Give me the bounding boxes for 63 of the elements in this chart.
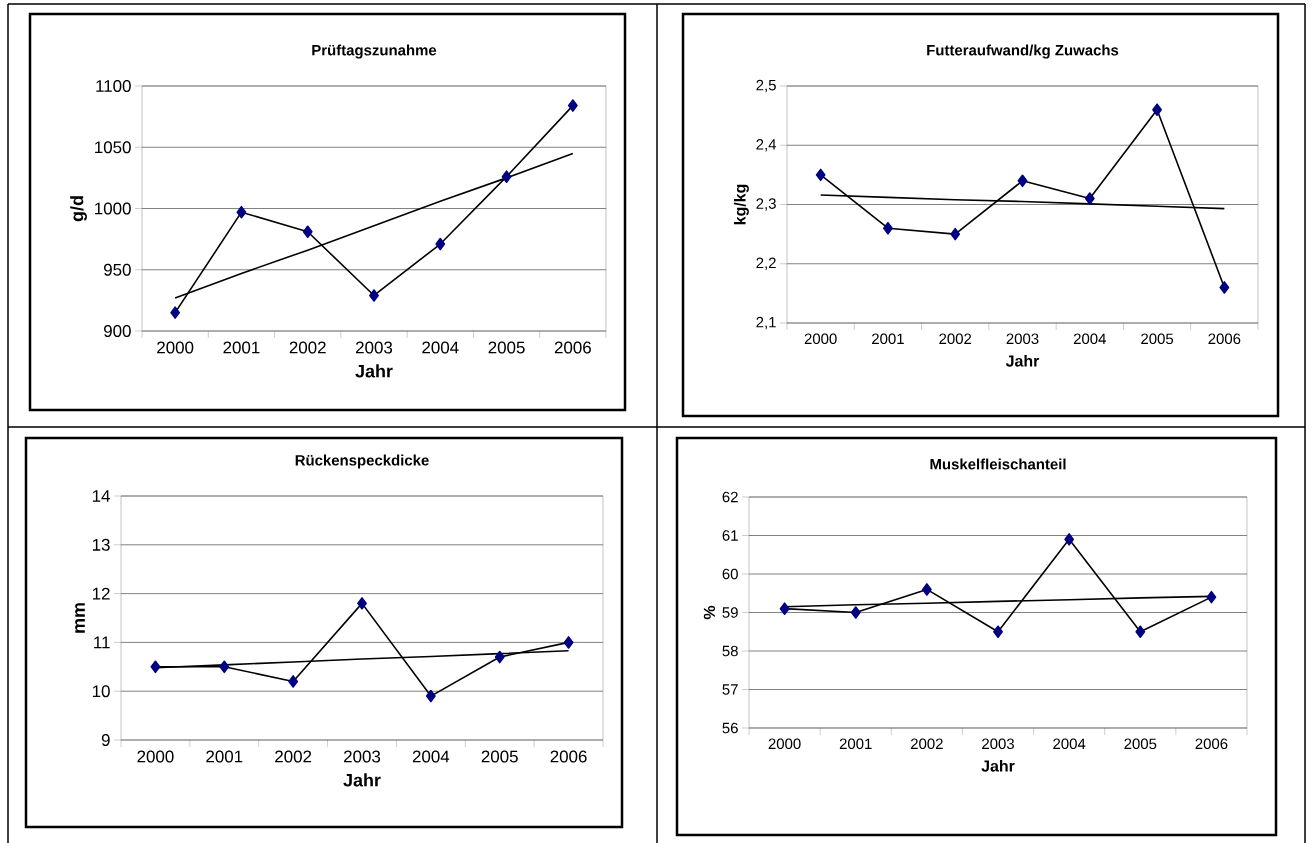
x-tick-label: 2003 — [356, 341, 393, 354]
y-tick-label: 60 — [722, 568, 738, 580]
y-tick-label: 59 — [722, 607, 738, 618]
x-tick-label: 2006 — [1195, 738, 1228, 750]
x-axis-title: Jahr — [1005, 354, 1040, 367]
chart-title: Muskelfleischanteil — [930, 458, 1066, 470]
y-tick-label: 57 — [722, 684, 738, 695]
y-tick-label: 950 — [104, 263, 131, 276]
y-tick-label: 10 — [92, 685, 110, 698]
x-tick-label: 2000 — [157, 341, 194, 354]
y-tick-label: 9 — [101, 734, 110, 747]
x-tick-label: 2003 — [344, 750, 381, 763]
y-tick-label: 13 — [92, 538, 110, 551]
x-axis-title: Jahr — [343, 773, 381, 787]
y-tick-label: 2,4 — [756, 139, 777, 152]
chart-title: Futteraufwand/kg Zuwachs — [927, 44, 1119, 59]
chart-title: Rückenspeckdicke — [295, 454, 429, 469]
y-axis-title: mm — [75, 603, 85, 633]
y-tick-label: 900 — [104, 325, 131, 337]
y-axis-title: % — [703, 605, 716, 620]
y-axis-title: g/d — [70, 196, 87, 222]
y-tick-label: 14 — [92, 490, 110, 502]
y-tick-label: 2,2 — [756, 257, 776, 270]
y-tick-label: 2,3 — [756, 198, 776, 211]
chart-title: Prüftagszunahme — [312, 44, 437, 59]
y-tick-label: 1100 — [96, 80, 131, 92]
x-tick-label: 2001 — [223, 341, 260, 354]
x-tick-label: 2004 — [412, 750, 450, 763]
x-tick-label: 2002 — [939, 333, 972, 345]
x-tick-label: 2005 — [1141, 333, 1174, 345]
x-tick-label: 2002 — [911, 738, 943, 750]
x-tick-label: 2003 — [982, 738, 1014, 750]
x-tick-label: 2006 — [550, 750, 587, 763]
y-tick-label: 2,5 — [756, 79, 776, 93]
x-tick-label: 2005 — [1124, 738, 1157, 750]
y-tick-label: 2,1 — [756, 316, 776, 330]
x-axis-title: Jahr — [355, 364, 393, 378]
x-tick-label: 2005 — [488, 341, 525, 354]
x-axis-title: Jahr — [981, 759, 1015, 772]
y-tick-label: 58 — [722, 645, 738, 657]
x-tick-label: 2006 — [554, 341, 591, 354]
x-tick-label: 2001 — [872, 333, 904, 345]
x-tick-label: 2004 — [1073, 333, 1106, 345]
y-tick-label: 1000 — [95, 202, 131, 215]
x-tick-label: 2000 — [137, 750, 174, 763]
x-tick-label: 2001 — [839, 738, 872, 750]
y-axis-title: kg/kg — [733, 184, 749, 225]
y-tick-label: 61 — [722, 530, 738, 541]
y-tick-label: 62 — [722, 491, 738, 503]
y-tick-label: 56 — [722, 722, 738, 734]
x-tick-label: 2000 — [804, 333, 837, 345]
x-tick-label: 2002 — [289, 341, 326, 354]
x-tick-label: 2005 — [481, 750, 518, 763]
x-tick-label: 2000 — [768, 738, 801, 750]
x-tick-label: 2001 — [206, 750, 243, 763]
y-tick-label: 1050 — [95, 141, 131, 154]
y-tick-label: 11 — [94, 636, 110, 649]
x-tick-label: 2004 — [1053, 738, 1086, 750]
x-tick-label: 2004 — [422, 341, 459, 354]
x-tick-label: 2006 — [1208, 333, 1241, 345]
x-tick-label: 2002 — [275, 750, 312, 763]
x-tick-label: 2003 — [1006, 333, 1039, 345]
y-tick-label: 12 — [92, 587, 110, 600]
